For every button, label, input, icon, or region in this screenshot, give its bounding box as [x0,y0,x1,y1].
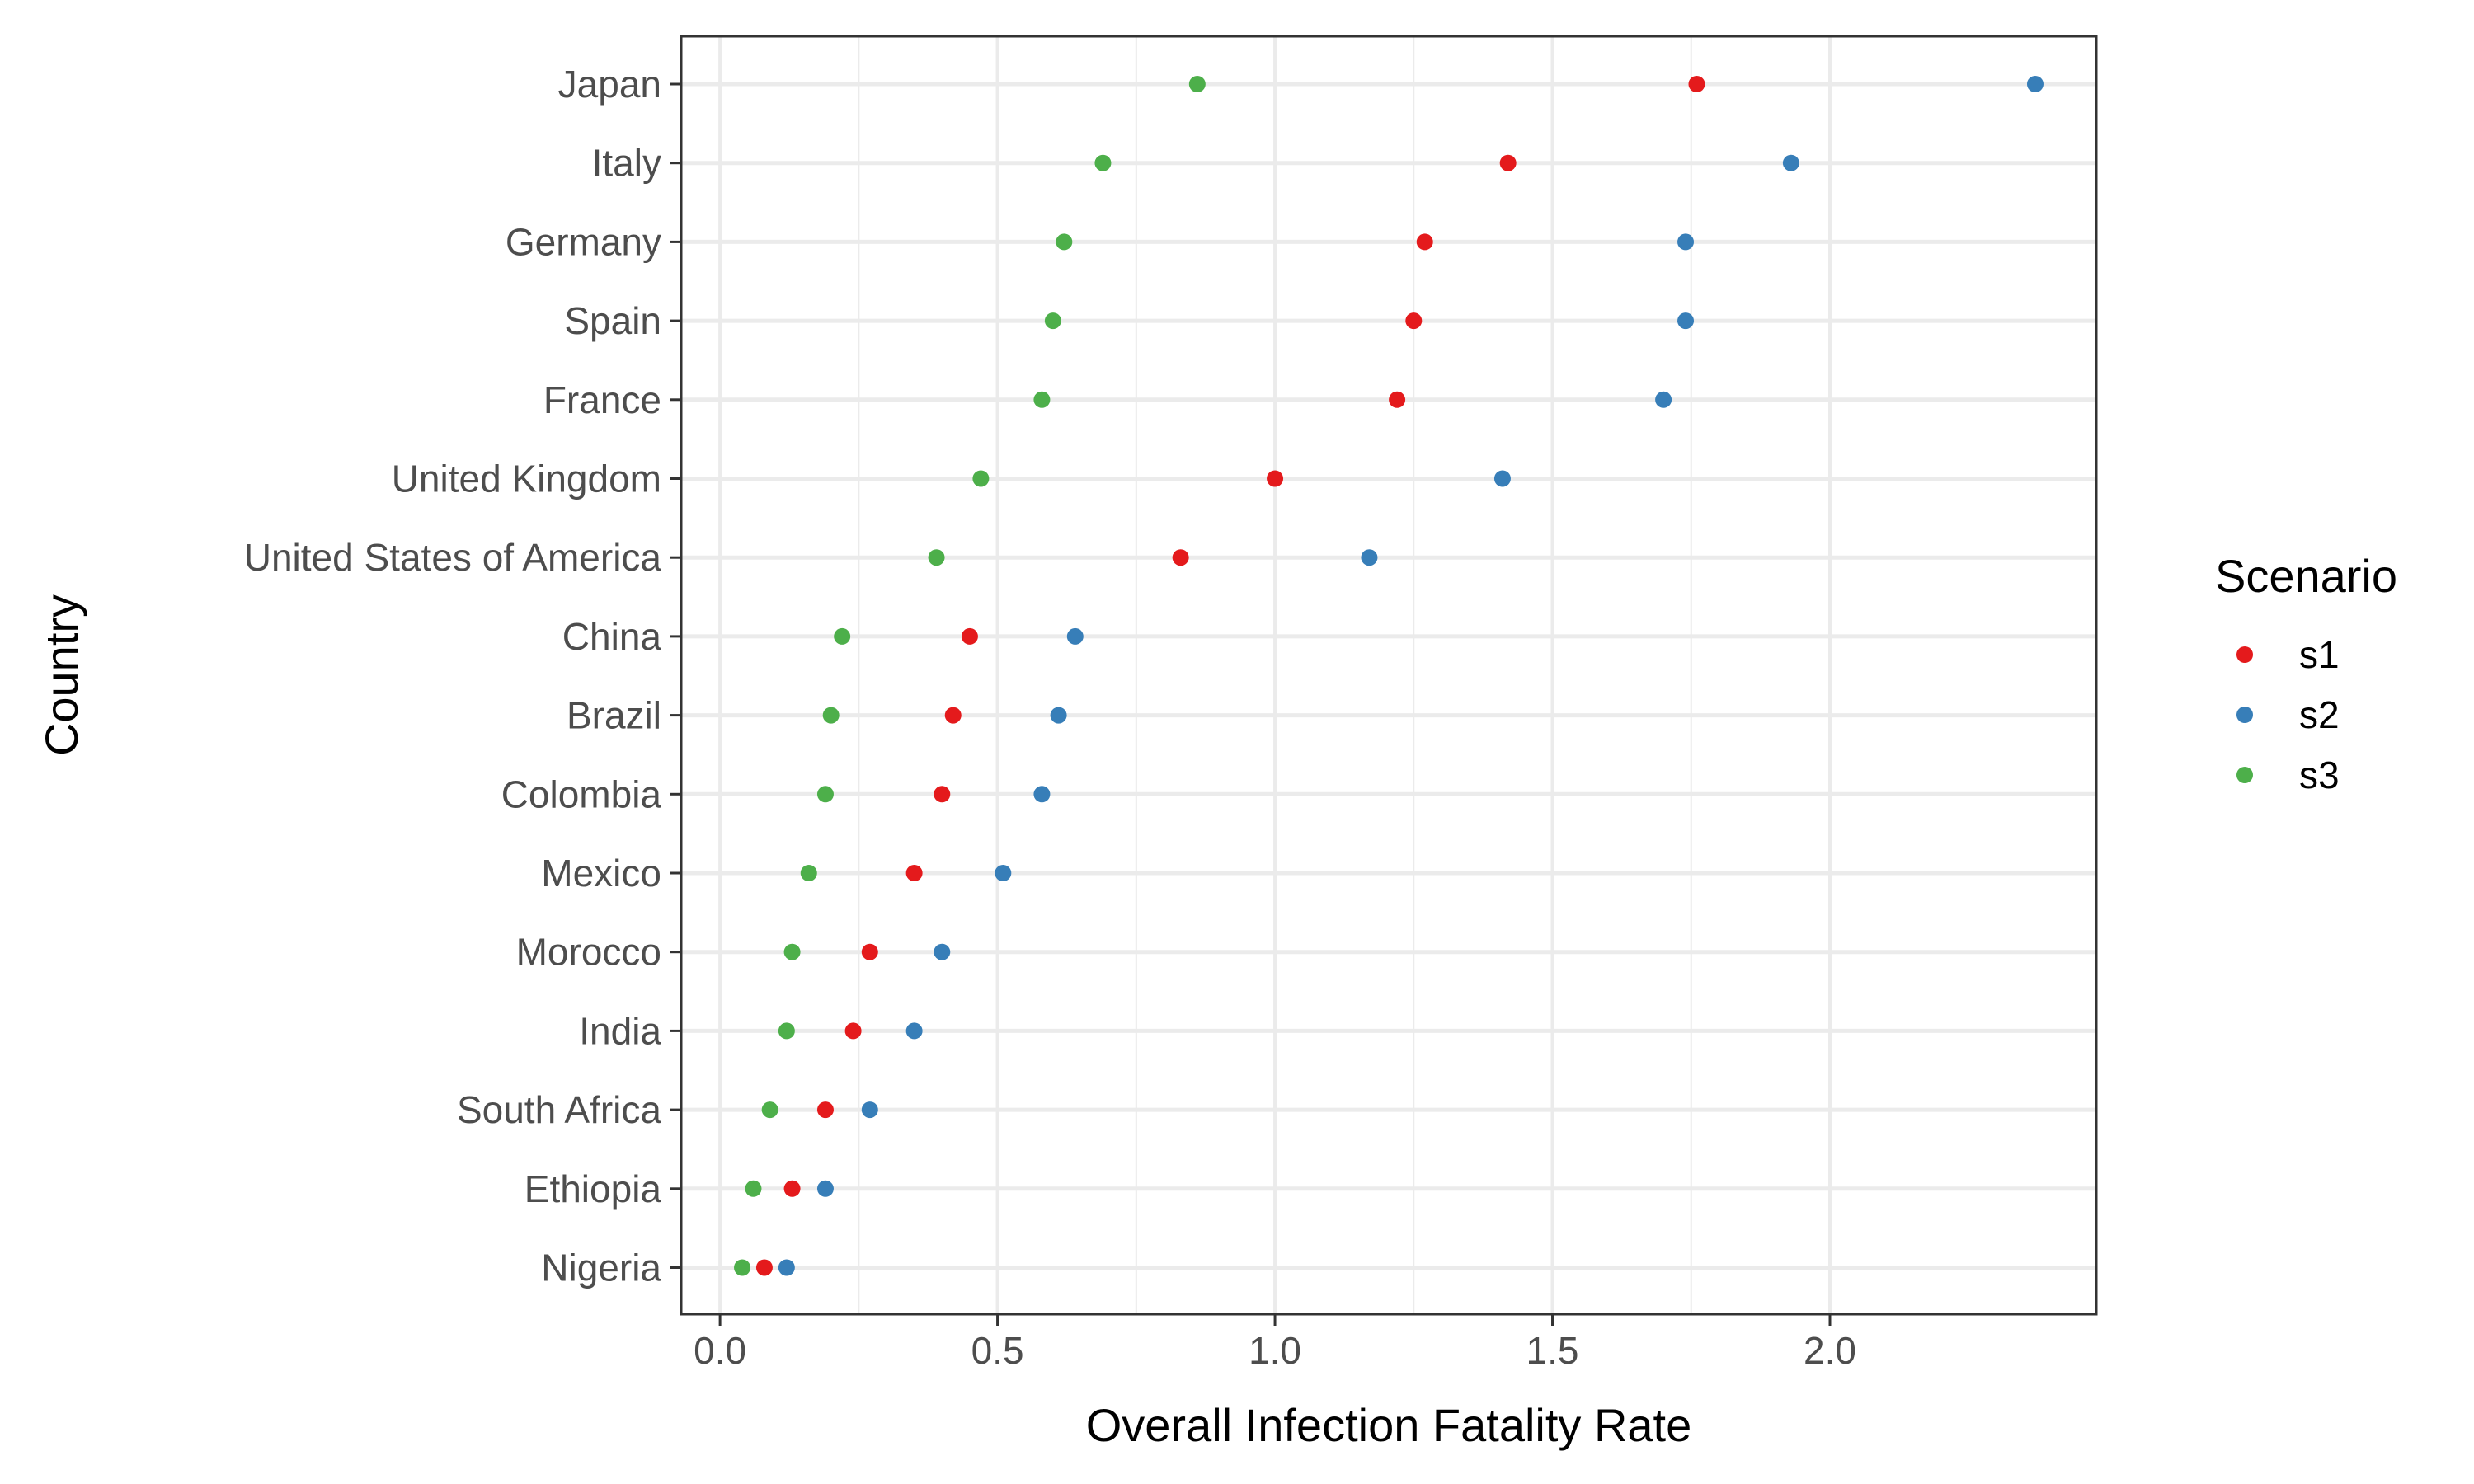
y-axis-title: Country [35,594,87,756]
point-s3 [778,1022,795,1040]
x-tick-label: 1.0 [1249,1329,1301,1372]
y-tick-label: Ethiopia [524,1167,662,1210]
point-s1 [1405,312,1423,330]
point-s1 [816,1101,834,1119]
point-s3 [1094,154,1112,171]
point-s2 [1493,470,1511,487]
y-tick-label: France [543,378,661,421]
point-s3 [1188,76,1206,92]
point-s3 [1044,312,1061,330]
point-s1 [1172,549,1189,566]
point-s2 [1677,312,1695,330]
x-tick-label: 2.0 [1804,1329,1856,1372]
y-tick-label: Morocco [516,931,661,974]
point-s2 [1361,549,1378,566]
point-s2 [1066,627,1084,645]
point-s2 [861,1101,878,1119]
x-tick-label: 0.5 [971,1329,1024,1372]
legend-items: s1 s2 s3 [2236,633,2340,796]
point-s1 [1688,76,1705,92]
point-s1 [755,1259,773,1276]
y-tick-label: South Africa [457,1088,661,1131]
y-tick-label: United States of America [244,536,662,579]
point-s3 [734,1259,751,1276]
point-s3 [745,1180,762,1197]
point-s1 [961,627,978,645]
grid [681,36,2096,1314]
point-s3 [816,786,834,803]
point-s2 [995,865,1012,881]
point-s1 [1416,233,1433,251]
y-tick-label: Italy [592,142,661,185]
point-s3 [928,549,945,566]
legend: Scenario s1 s2 s3 [2215,550,2397,796]
point-s1 [905,865,923,881]
point-s2 [1655,391,1672,408]
point-s2 [816,1180,834,1197]
y-tick-label: China [562,615,662,658]
point-s1 [861,943,878,960]
point-s3 [972,470,990,487]
x-tick-label: 0.0 [694,1329,746,1372]
y-tick-label: United Kingdom [392,458,661,500]
legend-key-s1 [2236,646,2253,663]
point-s1 [944,707,962,724]
point-s3 [1056,233,1073,251]
y-tick-label: India [579,1009,661,1052]
y-tick-label: Brazil [567,694,661,737]
point-s1 [783,1180,801,1197]
y-tick-label: Spain [564,299,661,342]
point-s3 [761,1101,778,1119]
legend-label-s2: s2 [2299,693,2340,736]
axes: 0.0 0.5 1.0 1.5 2.0 Japan Italy Germany Spain Fra… [244,63,1856,1372]
point-s2 [1050,707,1067,724]
point-s2 [934,943,951,960]
x-tick-label: 1.5 [1526,1329,1579,1372]
point-s1 [1389,391,1406,408]
x-axis-title: Overall Infection Fatality Rate [1086,1399,1692,1451]
point-s1 [1499,154,1517,171]
point-s2 [905,1022,923,1040]
point-s2 [1033,786,1051,803]
y-tick-label: Nigeria [541,1247,661,1289]
y-tick-label: Colombia [501,773,662,815]
point-s2 [778,1259,795,1276]
point-s2 [1677,233,1695,251]
point-s3 [800,865,817,881]
legend-key-s2 [2236,707,2253,723]
point-s2 [1782,154,1799,171]
point-s2 [2026,76,2044,92]
data-points [734,76,2044,1276]
legend-label-s1: s1 [2299,633,2340,676]
legend-key-s3 [2236,767,2253,783]
point-s3 [822,707,840,724]
y-tick-label: Japan [558,63,661,106]
point-s1 [934,786,951,803]
y-tick-label: Mexico [541,852,661,895]
panel-border [680,35,2098,1316]
legend-title: Scenario [2215,550,2397,602]
point-s3 [783,943,801,960]
point-s1 [844,1022,862,1040]
legend-label-s3: s3 [2299,754,2340,796]
point-s3 [834,627,851,645]
point-s3 [1033,391,1051,408]
point-s1 [1267,470,1284,487]
y-tick-label: Germany [506,220,661,263]
